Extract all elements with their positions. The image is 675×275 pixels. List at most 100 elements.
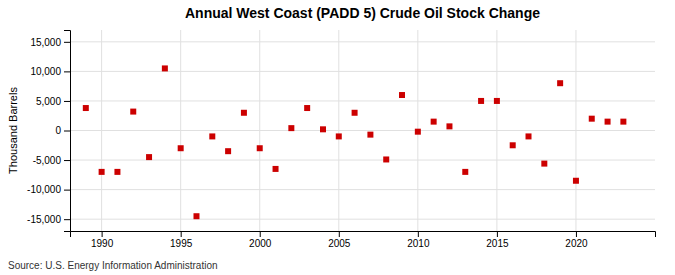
point [178,145,184,151]
grid-line [101,30,102,231]
tick: 2010 [407,231,430,249]
source: Source: U.S. Energy Information Administ… [8,260,218,271]
tick: 15,000 [30,37,70,48]
grid-line [70,160,655,161]
point [589,116,595,122]
tick-mark [339,231,340,237]
tick-mark [181,231,182,237]
tick-mark [497,231,498,237]
tick-mark [64,71,70,72]
tick-label: 2015 [486,238,509,249]
point [114,169,120,175]
tick-label: 1990 [91,238,114,249]
tick: -5,000 [33,155,70,166]
point [431,119,437,125]
tick-mark [64,219,70,220]
tick: 1995 [170,231,193,249]
x-axis: 1990 1995 2000 2005 2010 2015 2020 [71,231,656,249]
grid [70,30,655,231]
point [605,119,611,125]
point [146,154,152,160]
grid-line [70,71,655,72]
points [83,65,627,219]
y-axis: -15,000 -10,000 -5,000 0 5,000 10,000 15,000 [27,31,70,232]
plot-area: 1990 1995 2000 2005 2010 2015 2020 -15,000 -10,0… [27,30,655,249]
tick-mark [64,131,70,132]
grid-line [70,100,655,101]
point [541,161,547,167]
tick: 2015 [486,231,509,249]
tick-mark [260,231,261,237]
y-axis-label: Thousand Barrels [7,87,19,174]
point [99,169,105,175]
tick: -10,000 [27,184,70,195]
point [462,169,468,175]
point [367,132,373,138]
tick-label: 2005 [328,238,351,249]
point [273,166,279,172]
tick-label: 0 [55,125,61,136]
tick-label: 1995 [170,238,193,249]
tick: 0 [55,125,70,136]
point [241,110,247,116]
point [352,110,358,116]
point [620,119,626,125]
tick-label: 2020 [565,238,588,249]
point [83,105,89,111]
point [130,109,136,115]
tick: -15,000 [27,214,70,225]
point [399,92,405,98]
point [288,125,294,131]
tick-mark [64,42,70,43]
point [193,213,199,219]
point [162,65,168,71]
point [304,105,310,111]
title: Annual West Coast (PADD 5) Crude Oil Sto… [185,5,540,21]
grid-line [180,30,181,231]
tick-label: -15,000 [27,214,61,225]
point [573,178,579,184]
tick-label: 10,000 [30,66,61,77]
point [336,133,342,139]
chart: 1990 1995 2000 2005 2010 2015 2020 -15,000 -10,0… [0,0,675,275]
point [320,126,326,132]
point [526,133,532,139]
grid-line [70,219,655,220]
tick: 2005 [328,231,351,249]
grid-line [70,130,655,131]
tick-mark [418,231,419,237]
point [383,156,389,162]
tick-mark [64,190,70,191]
point [446,123,452,129]
point [510,142,516,148]
tick: 1990 [91,231,114,249]
point [225,148,231,154]
tick-label: -5,000 [33,155,62,166]
point [257,145,263,151]
point [209,133,215,139]
tick: 5,000 [36,96,70,107]
axis-line [64,31,71,232]
grid-line [70,41,655,42]
axis-line [71,232,656,238]
tick-mark [576,231,577,237]
grid-line [70,189,655,190]
tick: 10,000 [30,66,70,77]
tick: 2020 [565,231,588,249]
tick: 2000 [249,231,272,249]
tick-mark [64,101,70,102]
tick-label: 5,000 [36,96,61,107]
point [494,98,500,104]
grid-line [338,30,339,231]
point [557,80,563,86]
tick-label: -10,000 [27,184,61,195]
tick-mark [102,231,103,237]
grid-line [575,30,576,231]
point [478,98,484,104]
tick-mark [64,160,70,161]
tick-label: 2010 [407,238,430,249]
point [415,129,421,135]
tick-label: 15,000 [30,37,61,48]
grid-line [496,30,497,231]
grid-line [259,30,260,231]
